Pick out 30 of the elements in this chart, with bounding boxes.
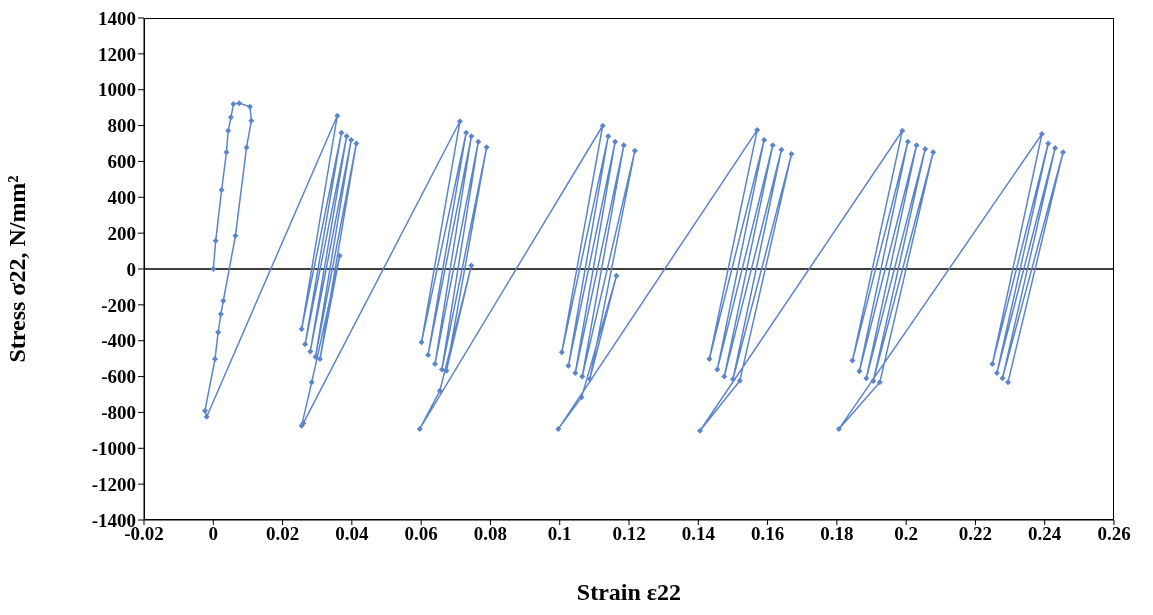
x-tick-label: 0.08 (473, 523, 508, 545)
y-tick-label: -800 (101, 402, 136, 424)
x-tick-label: 0.22 (958, 523, 993, 545)
y-tick-label: 600 (107, 151, 136, 173)
x-tick-label: 0.1 (547, 523, 572, 545)
y-tick-label: -200 (101, 294, 136, 316)
x-tick-label: 0.18 (820, 523, 854, 545)
x-tick-label: 0.06 (404, 523, 438, 545)
x-tick-label: 0 (208, 523, 219, 545)
y-tick-label: -600 (101, 366, 136, 388)
y-tick-label: 1200 (98, 43, 136, 65)
x-tick-label: 0.04 (335, 523, 369, 545)
y-tick-label: 0 (126, 258, 136, 280)
y-tick-label: -1000 (91, 438, 136, 460)
x-axis-title: Strain ε22 (576, 579, 682, 605)
x-tick-label: 0.02 (265, 523, 300, 545)
x-tick-label: 0.24 (1028, 523, 1062, 545)
y-tick-label: 1000 (98, 79, 136, 101)
y-tick-label: -1200 (91, 473, 136, 495)
x-tick-label: 0.26 (1097, 523, 1131, 545)
y-tick-label: -400 (101, 330, 136, 352)
y-tick-label: 800 (107, 115, 136, 137)
x-tick-label: 0.2 (894, 523, 919, 545)
y-axis-title: Stress σ22, N/mm² (3, 175, 30, 363)
x-tick-label: 0.16 (750, 523, 785, 545)
y-tick-label: 200 (107, 222, 136, 244)
x-tick-label: 0.14 (681, 523, 716, 545)
y-tick-label: 400 (107, 187, 136, 209)
x-tick-label: 0.12 (612, 523, 646, 545)
y-tick-label: 1400 (98, 7, 136, 29)
